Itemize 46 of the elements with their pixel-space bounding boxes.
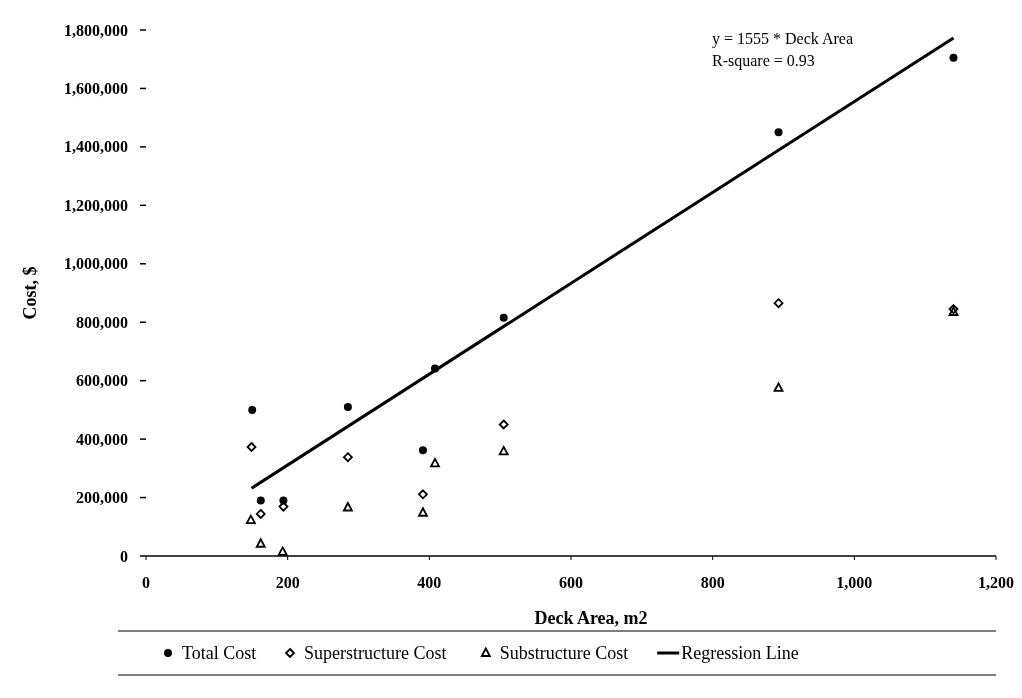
point	[342, 452, 353, 463]
y-tick-label: 1,400,000	[64, 138, 128, 156]
point	[248, 405, 257, 414]
point	[256, 496, 265, 505]
point	[342, 502, 353, 512]
x-tick-label: 600	[559, 574, 583, 591]
annotation: R-square = 0.93	[712, 52, 815, 70]
y-tick-label: 800,000	[76, 313, 128, 331]
point	[343, 402, 352, 411]
point	[773, 382, 784, 392]
point	[418, 507, 428, 517]
x-tick-label: 1,000	[836, 574, 873, 591]
y-axis-title: Cost, $	[20, 266, 40, 320]
point	[245, 514, 256, 524]
point	[498, 419, 509, 430]
y-tick-label: 200,000	[76, 489, 128, 507]
point	[255, 509, 266, 519]
y-tick-label: 1,800,000	[64, 21, 128, 39]
point	[418, 489, 428, 500]
x-tick-label: 400	[417, 574, 442, 591]
y-tick-label: 1,200,000	[64, 196, 128, 214]
legend-label: Substructure Cost	[499, 643, 629, 663]
y-tick-label: 400,000	[76, 430, 128, 448]
x-tick-label: 800	[700, 574, 725, 591]
point	[498, 445, 509, 456]
x-tick-label: 1,200	[978, 574, 1014, 591]
point	[774, 128, 783, 137]
legend-label: Regression Line	[681, 643, 799, 663]
legend-label: Superstructure Cost	[304, 643, 447, 663]
y-tick-label: 0	[120, 547, 128, 565]
point	[255, 538, 266, 548]
x-tick-label: 0	[142, 574, 150, 591]
point	[418, 446, 427, 455]
annotation: y = 1555 * Deck Area	[712, 30, 853, 48]
point	[499, 313, 508, 322]
point	[246, 442, 257, 452]
y-tick-label: 1,000,000	[64, 255, 128, 273]
point	[430, 457, 440, 468]
y-tick-label: 1,600,000	[64, 80, 128, 98]
point	[949, 53, 958, 62]
x-axis-title: Deck Area, m2	[534, 608, 648, 628]
x-tick-label: 200	[275, 574, 300, 591]
point	[773, 298, 784, 309]
point	[277, 546, 288, 556]
y-tick-label: 600,000	[76, 372, 128, 390]
legend-label: Total Cost	[182, 643, 257, 663]
